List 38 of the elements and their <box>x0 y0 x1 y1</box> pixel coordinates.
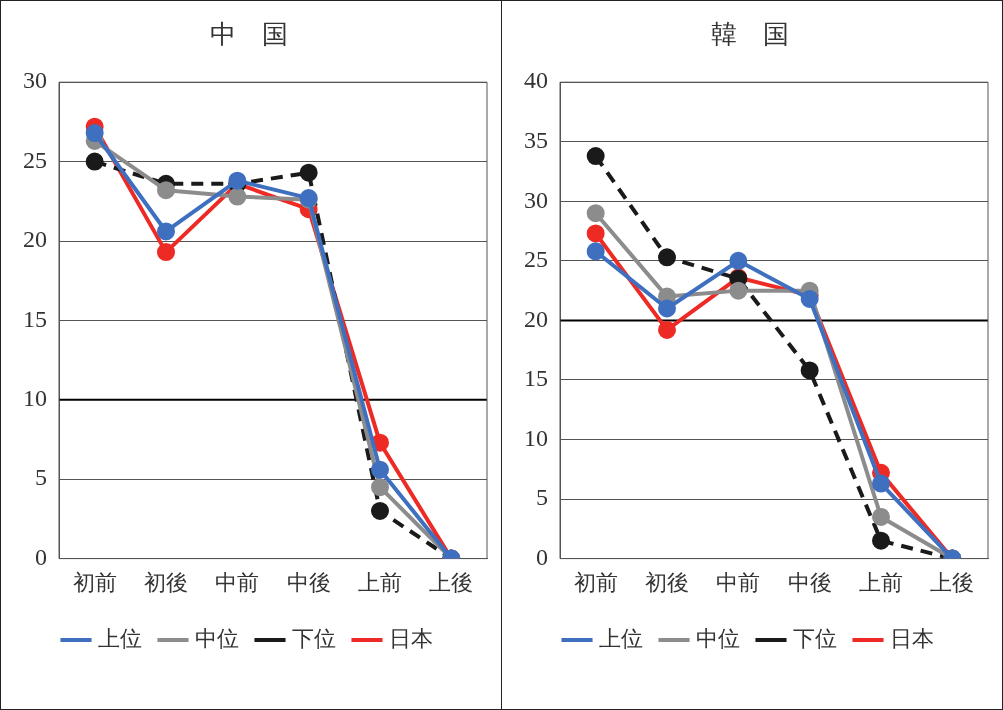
legend-label: 下位 <box>292 625 336 651</box>
y-tick-label: 35 <box>524 127 548 154</box>
legend-label: 上位 <box>599 625 643 651</box>
x-tick-label: 中前 <box>716 569 761 595</box>
chart-title: 韓 国 <box>711 20 789 50</box>
chart-title: 中 国 <box>210 20 288 50</box>
y-tick-label: 10 <box>23 385 47 412</box>
x-tick-label: 中前 <box>215 569 260 595</box>
legend-label: 日本 <box>890 625 934 651</box>
x-tick-label: 初後 <box>645 569 689 595</box>
y-tick-label: 25 <box>23 146 47 173</box>
x-tick-label: 初前 <box>72 569 117 595</box>
y-tick-label: 30 <box>524 186 548 213</box>
legend-label: 中位 <box>696 625 740 651</box>
x-tick-label: 上前 <box>859 569 903 595</box>
y-tick-label: 10 <box>524 424 548 451</box>
y-tick-label: 15 <box>23 305 47 332</box>
x-tick-label: 初前 <box>573 569 618 595</box>
y-tick-label: 0 <box>35 543 47 570</box>
legend-label: 日本 <box>389 625 433 651</box>
y-tick-label: 30 <box>23 67 47 94</box>
x-tick-label: 中後 <box>787 569 832 595</box>
legend-label: 下位 <box>793 625 837 651</box>
legend-label: 中位 <box>195 625 239 651</box>
x-tick-label: 上後 <box>429 569 474 595</box>
legend-label: 上位 <box>98 625 142 651</box>
y-tick-label: 20 <box>524 305 548 332</box>
y-tick-label: 0 <box>536 543 548 570</box>
y-tick-label: 20 <box>23 226 47 253</box>
y-tick-label: 5 <box>35 464 47 491</box>
y-tick-label: 15 <box>524 365 548 392</box>
x-tick-label: 中後 <box>286 569 331 595</box>
x-tick-label: 上前 <box>358 569 402 595</box>
x-tick-label: 初後 <box>144 569 188 595</box>
y-tick-label: 5 <box>536 484 548 511</box>
y-tick-label: 25 <box>524 246 548 273</box>
x-tick-label: 上後 <box>930 569 975 595</box>
y-tick-label: 40 <box>524 67 548 94</box>
